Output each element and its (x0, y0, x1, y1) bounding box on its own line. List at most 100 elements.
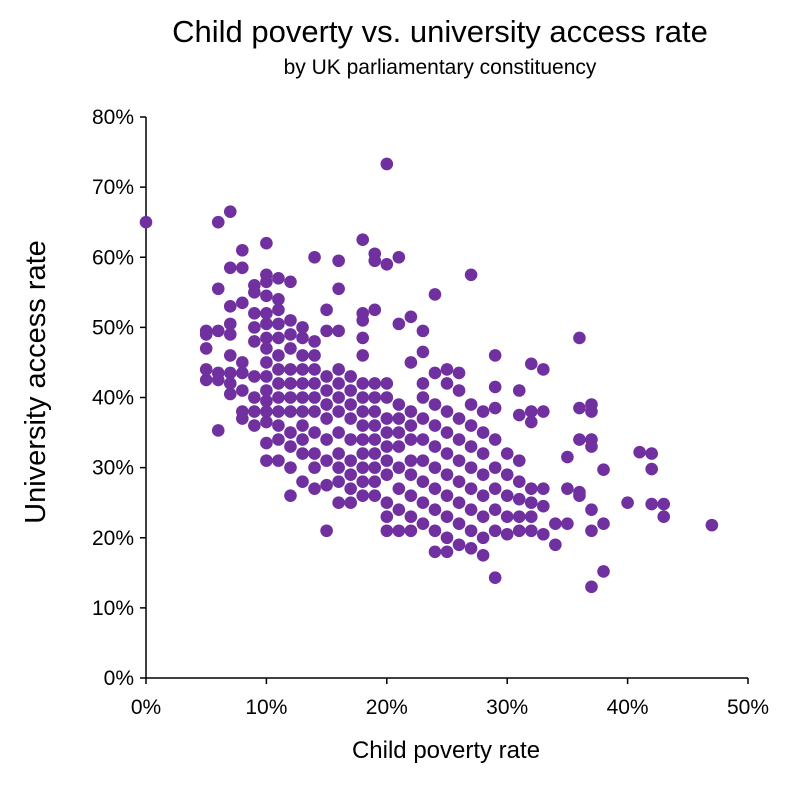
data-point (500, 468, 514, 481)
data-point (308, 461, 321, 474)
data-point (332, 377, 345, 390)
data-point (428, 419, 442, 432)
x-tick-label: 50% (727, 696, 769, 719)
data-point (428, 545, 442, 559)
data-point (705, 518, 719, 532)
data-point (440, 405, 454, 418)
data-point (260, 405, 273, 418)
data-point (272, 405, 285, 418)
data-point (308, 250, 321, 264)
data-point (368, 489, 382, 502)
data-point (549, 538, 562, 552)
data-point (476, 548, 490, 562)
data-point (392, 503, 406, 516)
data-point (248, 286, 261, 299)
x-tick-label: 10% (245, 696, 287, 719)
data-point (332, 282, 345, 296)
data-point (236, 296, 249, 310)
data-point (657, 497, 671, 511)
data-point (488, 524, 502, 538)
data-point (537, 405, 550, 418)
data-point (320, 324, 333, 338)
chart-title: Child poverty vs. university access rate (172, 14, 708, 49)
data-point (488, 461, 502, 474)
data-point (657, 510, 671, 524)
data-point (452, 496, 466, 509)
data-point (320, 303, 333, 317)
data-point (476, 405, 490, 418)
data-point (308, 377, 321, 390)
data-point (320, 398, 333, 411)
data-point (320, 524, 333, 538)
data-point (428, 524, 442, 538)
data-point (284, 489, 297, 502)
data-point (524, 357, 538, 371)
data-point (512, 475, 526, 488)
data-point (308, 426, 321, 439)
data-point (404, 468, 418, 481)
data-point (248, 419, 261, 432)
data-point (199, 373, 213, 387)
data-point (211, 215, 225, 229)
data-point (549, 517, 562, 531)
data-point (296, 349, 309, 362)
data-point (284, 405, 297, 418)
data-point (260, 331, 273, 345)
data-point (320, 478, 333, 492)
data-point (512, 524, 526, 538)
data-point (512, 510, 526, 524)
data-point (416, 517, 430, 531)
data-point (452, 366, 466, 380)
data-point (199, 363, 213, 376)
data-point (380, 157, 394, 171)
data-point (272, 331, 285, 345)
data-point (452, 538, 466, 552)
data-point (223, 328, 237, 341)
data-point (308, 363, 321, 376)
axes: 0% 10% 20% 30% 40% 50% 60% 70% 80% 0% 10% 20% 30% 40%… (92, 106, 769, 719)
data-point (223, 300, 237, 313)
data-point (380, 524, 394, 538)
data-point (488, 433, 502, 446)
data-point (524, 496, 538, 509)
data-point (524, 405, 538, 418)
data-point (332, 405, 345, 418)
data-point (284, 377, 297, 390)
data-point (380, 496, 394, 509)
data-point (260, 356, 273, 369)
data-point (223, 349, 237, 362)
data-point (452, 517, 466, 531)
data-point (392, 440, 406, 453)
data-point (512, 454, 526, 467)
data-point (404, 510, 418, 524)
data-point (344, 468, 357, 481)
y-axis-label: University access rate (20, 240, 52, 524)
y-tick-label: 50% (92, 316, 134, 339)
data-point (332, 461, 345, 474)
data-point (512, 492, 526, 506)
data-point (488, 571, 502, 585)
data-point (585, 405, 598, 418)
data-point (260, 370, 273, 383)
data-point (404, 524, 418, 538)
data-point (223, 387, 237, 401)
data-point (561, 482, 574, 495)
data-point (308, 391, 321, 404)
data-point (308, 447, 321, 460)
data-point (368, 303, 382, 317)
data-point (368, 475, 382, 488)
data-point (308, 482, 321, 495)
data-point (464, 440, 478, 453)
data-point (260, 384, 273, 397)
data-point (524, 510, 538, 524)
data-point (404, 433, 418, 446)
data-point (512, 384, 526, 397)
data-point (404, 489, 418, 502)
data-point (633, 445, 646, 459)
data-point (272, 419, 285, 432)
data-point (380, 412, 394, 425)
data-point (416, 475, 430, 488)
data-point (561, 450, 574, 464)
data-point (320, 384, 333, 397)
data-point (320, 370, 333, 383)
